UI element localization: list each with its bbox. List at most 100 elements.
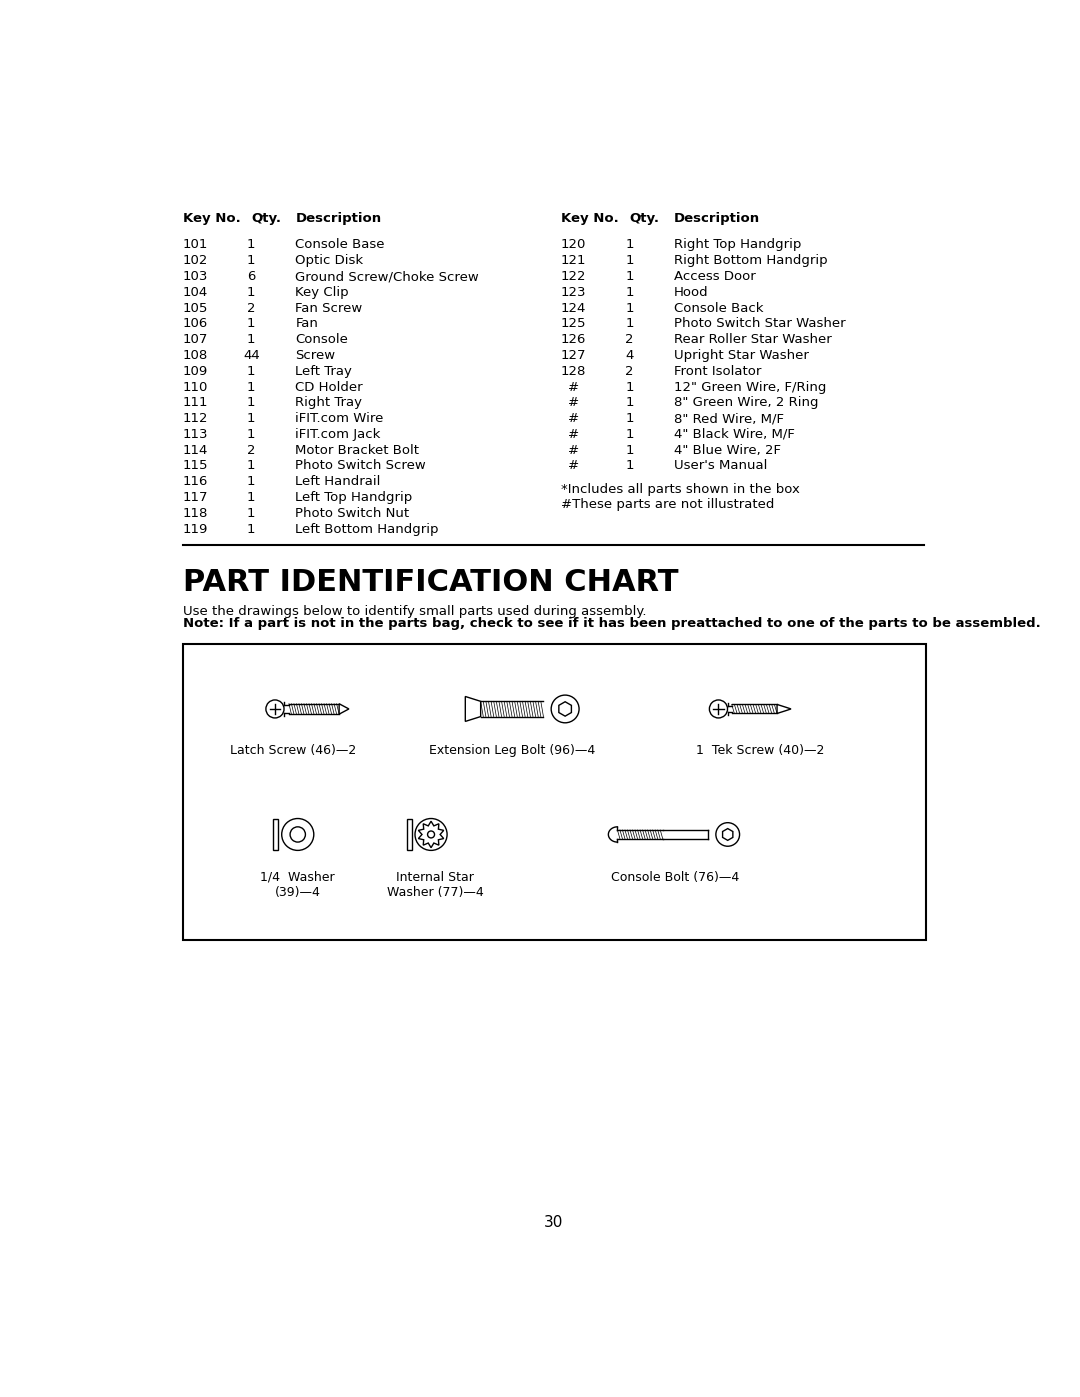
Text: 1: 1: [247, 397, 256, 409]
Text: 1: 1: [625, 254, 634, 267]
Text: 1: 1: [247, 334, 256, 346]
Text: 121: 121: [561, 254, 586, 267]
Text: 1: 1: [625, 317, 634, 331]
Text: 107: 107: [183, 334, 208, 346]
Text: Fan Screw: Fan Screw: [296, 302, 363, 314]
Text: Left Top Handgrip: Left Top Handgrip: [296, 490, 413, 504]
Text: Screw: Screw: [296, 349, 336, 362]
Text: 1: 1: [247, 254, 256, 267]
Text: 115: 115: [183, 460, 208, 472]
Text: 103: 103: [183, 270, 208, 284]
Text: 1: 1: [247, 522, 256, 535]
Text: 1  Tek Screw (40)—2: 1 Tek Screw (40)—2: [697, 743, 825, 757]
Text: Photo Switch Screw: Photo Switch Screw: [296, 460, 427, 472]
Text: 111: 111: [183, 397, 208, 409]
Text: 1: 1: [625, 427, 634, 441]
Text: 116: 116: [183, 475, 208, 489]
Text: 4: 4: [625, 349, 634, 362]
Text: 112: 112: [183, 412, 208, 425]
Text: Qty.: Qty.: [630, 212, 660, 225]
Text: Extension Leg Bolt (96)—4: Extension Leg Bolt (96)—4: [429, 743, 595, 757]
Text: 110: 110: [183, 380, 208, 394]
Text: 102: 102: [183, 254, 208, 267]
Text: Ground Screw/Choke Screw: Ground Screw/Choke Screw: [296, 270, 480, 284]
Text: 1: 1: [625, 397, 634, 409]
Text: 1: 1: [247, 412, 256, 425]
Text: 127: 127: [561, 349, 586, 362]
Text: Latch Screw (46)—2: Latch Screw (46)—2: [230, 743, 356, 757]
Text: Qty.: Qty.: [252, 212, 281, 225]
Text: 1: 1: [247, 490, 256, 504]
Text: #: #: [568, 380, 579, 394]
Text: Console Back: Console Back: [674, 302, 764, 314]
FancyBboxPatch shape: [183, 644, 926, 940]
Text: 104: 104: [183, 286, 208, 299]
Text: 114: 114: [183, 444, 208, 457]
Text: Right Bottom Handgrip: Right Bottom Handgrip: [674, 254, 827, 267]
Text: 119: 119: [183, 522, 208, 535]
Text: 105: 105: [183, 302, 208, 314]
Text: Rear Roller Star Washer: Rear Roller Star Washer: [674, 334, 832, 346]
Text: 120: 120: [561, 239, 586, 251]
Text: 109: 109: [183, 365, 208, 377]
Text: Fan: Fan: [296, 317, 319, 331]
Text: 1: 1: [625, 239, 634, 251]
Text: User's Manual: User's Manual: [674, 460, 767, 472]
Text: #: #: [568, 444, 579, 457]
Text: 1: 1: [625, 460, 634, 472]
Text: Key No.: Key No.: [183, 212, 241, 225]
Text: 122: 122: [561, 270, 586, 284]
Text: 12" Green Wire, F/Ring: 12" Green Wire, F/Ring: [674, 380, 826, 394]
Text: 1: 1: [247, 239, 256, 251]
Text: 2: 2: [247, 302, 256, 314]
Text: Internal Star
Washer (77)—4: Internal Star Washer (77)—4: [387, 870, 484, 898]
Text: Photo Switch Nut: Photo Switch Nut: [296, 507, 409, 520]
Text: 128: 128: [561, 365, 586, 377]
Text: Key No.: Key No.: [562, 212, 619, 225]
Text: Motor Bracket Bolt: Motor Bracket Bolt: [296, 444, 419, 457]
Text: Left Tray: Left Tray: [296, 365, 352, 377]
Text: Console: Console: [296, 334, 348, 346]
Text: 1: 1: [625, 380, 634, 394]
Text: 4" Black Wire, M/F: 4" Black Wire, M/F: [674, 427, 795, 441]
Text: #: #: [568, 427, 579, 441]
Text: PART IDENTIFICATION CHART: PART IDENTIFICATION CHART: [183, 569, 678, 597]
Text: 126: 126: [561, 334, 586, 346]
Text: 8" Red Wire, M/F: 8" Red Wire, M/F: [674, 412, 784, 425]
Text: 123: 123: [561, 286, 586, 299]
Text: 1: 1: [625, 286, 634, 299]
Text: #: #: [568, 460, 579, 472]
Text: Access Door: Access Door: [674, 270, 755, 284]
Text: Upright Star Washer: Upright Star Washer: [674, 349, 809, 362]
Text: iFIT.com Jack: iFIT.com Jack: [296, 427, 381, 441]
Text: Console Base: Console Base: [296, 239, 384, 251]
Text: 1: 1: [625, 444, 634, 457]
Text: 1: 1: [247, 507, 256, 520]
Text: Optic Disk: Optic Disk: [296, 254, 364, 267]
Text: #These parts are not illustrated: #These parts are not illustrated: [562, 499, 774, 511]
Text: *Includes all parts shown in the box: *Includes all parts shown in the box: [562, 483, 800, 496]
Text: 101: 101: [183, 239, 208, 251]
Text: 1: 1: [247, 380, 256, 394]
Text: #: #: [568, 412, 579, 425]
Text: 1: 1: [247, 365, 256, 377]
Text: 1: 1: [247, 427, 256, 441]
Text: Hood: Hood: [674, 286, 708, 299]
Text: 117: 117: [183, 490, 208, 504]
Text: #: #: [568, 397, 579, 409]
Text: 108: 108: [183, 349, 208, 362]
Text: 8" Green Wire, 2 Ring: 8" Green Wire, 2 Ring: [674, 397, 819, 409]
Text: 1: 1: [625, 412, 634, 425]
Text: Note: If a part is not in the parts bag, check to see if it has been preattached: Note: If a part is not in the parts bag,…: [183, 617, 1041, 630]
Text: 2: 2: [247, 444, 256, 457]
Text: 6: 6: [247, 270, 256, 284]
Text: 44: 44: [243, 349, 259, 362]
Text: 1: 1: [247, 317, 256, 331]
Text: Key Clip: Key Clip: [296, 286, 349, 299]
Text: 113: 113: [183, 427, 208, 441]
Text: 118: 118: [183, 507, 208, 520]
Text: Photo Switch Star Washer: Photo Switch Star Washer: [674, 317, 846, 331]
Text: Console Bolt (76)—4: Console Bolt (76)—4: [611, 870, 740, 884]
Text: 2: 2: [625, 365, 634, 377]
Text: 1: 1: [625, 270, 634, 284]
